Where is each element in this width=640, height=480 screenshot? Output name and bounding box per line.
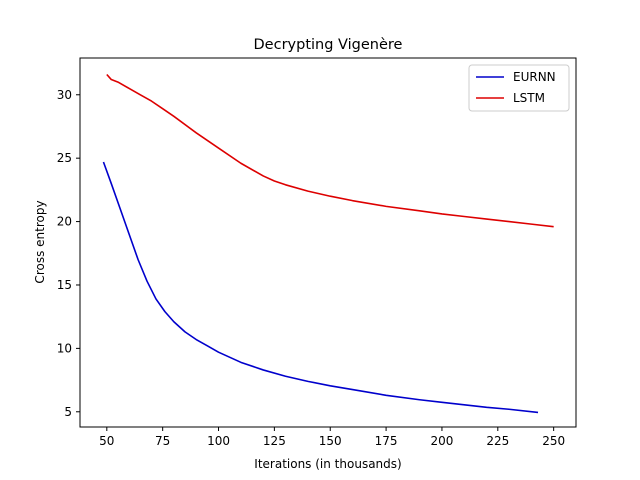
- y-tick-label: 10: [57, 341, 72, 355]
- legend-label-eurnn: EURNN: [513, 70, 556, 84]
- x-tick-label: 225: [486, 434, 509, 448]
- y-tick-label: 20: [57, 215, 72, 229]
- x-tick-label: 250: [542, 434, 565, 448]
- series-line-eurnn: [102, 161, 539, 414]
- x-tick-label: 175: [375, 434, 398, 448]
- chart-title: Decrypting Vigenère: [254, 37, 403, 53]
- x-tick-label: 50: [99, 434, 114, 448]
- x-tick-label: 100: [207, 434, 230, 448]
- legend-label-lstm: LSTM: [513, 91, 545, 105]
- x-axis-label: Iterations (in thousands): [254, 457, 401, 471]
- ticks-layer: 50 75 100 125 150 175 200 225 250 5 10 15 20 25 30: [57, 88, 565, 448]
- y-tick-label: 15: [57, 278, 72, 292]
- legend: EURNN LSTM: [468, 64, 570, 112]
- y-tick-label: 30: [57, 88, 72, 102]
- y-axis-label: Cross entropy: [33, 200, 47, 283]
- x-tick-label: 150: [319, 434, 342, 448]
- x-tick-label: 125: [263, 434, 286, 448]
- y-tick-label: 25: [57, 151, 72, 165]
- x-tick-label: 200: [430, 434, 453, 448]
- plot-frame: [79, 57, 577, 428]
- plot-layer: [102, 73, 554, 414]
- x-tick-label: 75: [155, 434, 170, 448]
- series-line-lstm: [106, 73, 554, 228]
- y-tick-label: 5: [64, 405, 72, 419]
